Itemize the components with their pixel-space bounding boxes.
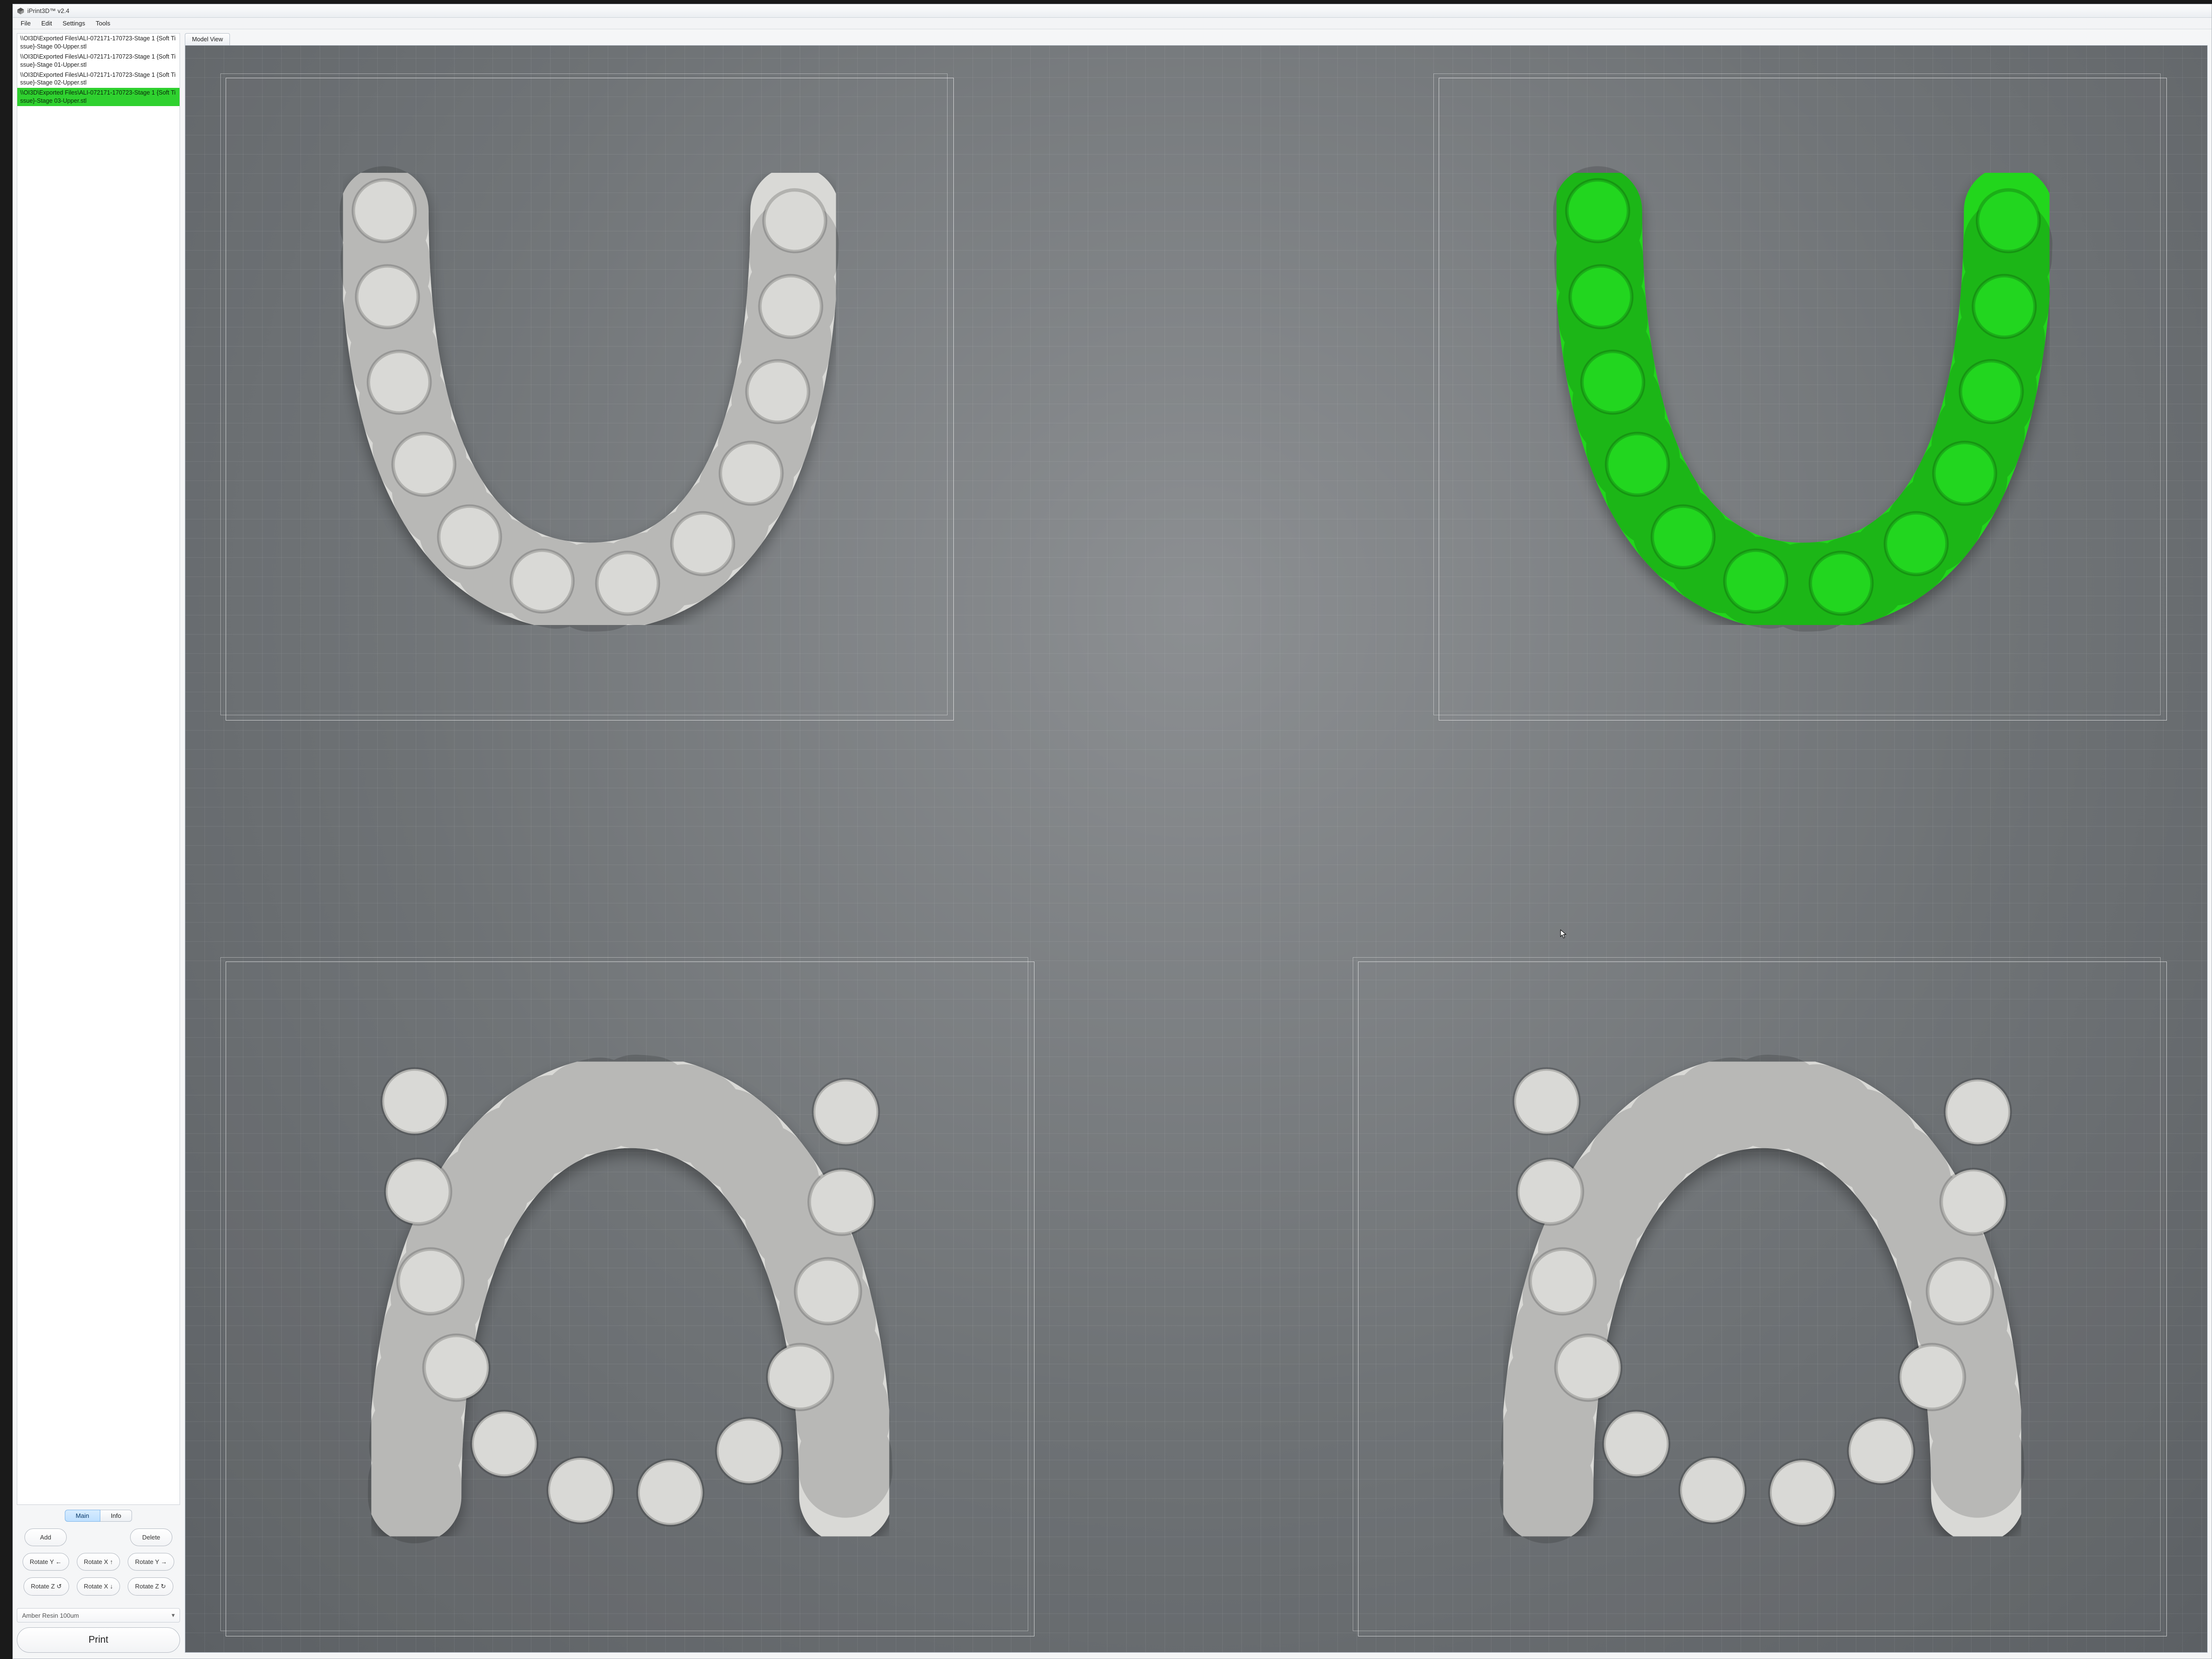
rotate-y-right-button[interactable]: Rotate Y →	[128, 1553, 174, 1571]
menu-edit[interactable]: Edit	[36, 18, 57, 28]
left-panel: \\OI3D\Exported Files\ALI-072171-170723-…	[17, 33, 180, 1653]
dental-arch-model	[307, 1029, 953, 1568]
dental-arch-model	[1439, 1029, 2085, 1568]
print-button[interactable]: Print	[17, 1627, 180, 1653]
model-bounding-box[interactable]	[226, 962, 1034, 1636]
client-area: \\OI3D\Exported Files\ALI-072171-170723-…	[13, 29, 2212, 1659]
tab-info[interactable]: Info	[100, 1510, 132, 1522]
file-item[interactable]: \\OI3D\Exported Files\ALI-072171-170723-…	[17, 52, 180, 70]
file-item[interactable]: \\OI3D\Exported Files\ALI-072171-170723-…	[17, 34, 180, 52]
tab-main[interactable]: Main	[65, 1510, 100, 1522]
viewer-tabstrip: Model View	[185, 33, 2208, 45]
menu-file[interactable]: File	[16, 18, 36, 28]
viewport-3d[interactable]	[185, 45, 2208, 1653]
app-icon	[17, 7, 24, 15]
menu-settings[interactable]: Settings	[58, 18, 90, 28]
rotate-x-down-button[interactable]: Rotate X ↓	[77, 1577, 120, 1596]
file-list[interactable]: \\OI3D\Exported Files\ALI-072171-170723-…	[17, 33, 180, 1505]
material-dropdown[interactable]: Amber Resin 100um ▾	[17, 1608, 180, 1623]
chevron-down-icon: ▾	[171, 1611, 175, 1619]
viewer-tab-model-view[interactable]: Model View	[185, 33, 230, 45]
material-value: Amber Resin 100um	[22, 1612, 79, 1619]
delete-button[interactable]: Delete	[130, 1528, 172, 1546]
titlebar: iPrint3D™ v2.4	[13, 4, 2212, 18]
file-item[interactable]: \\OI3D\Exported Files\ALI-072171-170723-…	[17, 70, 180, 88]
rotate-z-cw-button[interactable]: Rotate Z ↻	[128, 1577, 173, 1596]
app-title: iPrint3D™ v2.4	[27, 7, 69, 14]
right-panel: Model View	[185, 33, 2208, 1653]
model-bounding-box[interactable]	[1439, 78, 2166, 721]
menubar: File Edit Settings Tools	[13, 18, 2212, 29]
rotate-z-ccw-button[interactable]: Rotate Z ↺	[24, 1577, 69, 1596]
menu-tools[interactable]: Tools	[91, 18, 115, 28]
model-bounding-box[interactable]	[226, 78, 953, 721]
dental-arch-model	[299, 143, 880, 656]
app-window: iPrint3D™ v2.4 File Edit Settings Tools …	[12, 4, 2212, 1659]
cursor-icon	[1560, 929, 1567, 939]
add-button[interactable]: Add	[24, 1528, 67, 1546]
rotate-y-left-button[interactable]: Rotate Y ←	[23, 1553, 69, 1571]
file-item[interactable]: \\OI3D\Exported Files\ALI-072171-170723-…	[17, 88, 180, 106]
model-bounding-box[interactable]	[1358, 962, 2167, 1636]
dental-arch-model	[1512, 143, 2093, 656]
panel-tabs: Main Info	[17, 1510, 180, 1522]
rotate-x-up-button[interactable]: Rotate X ↑	[77, 1553, 120, 1571]
controls: Add Delete Rotate Y ← Rotate X ↑ Rotate …	[17, 1527, 180, 1596]
